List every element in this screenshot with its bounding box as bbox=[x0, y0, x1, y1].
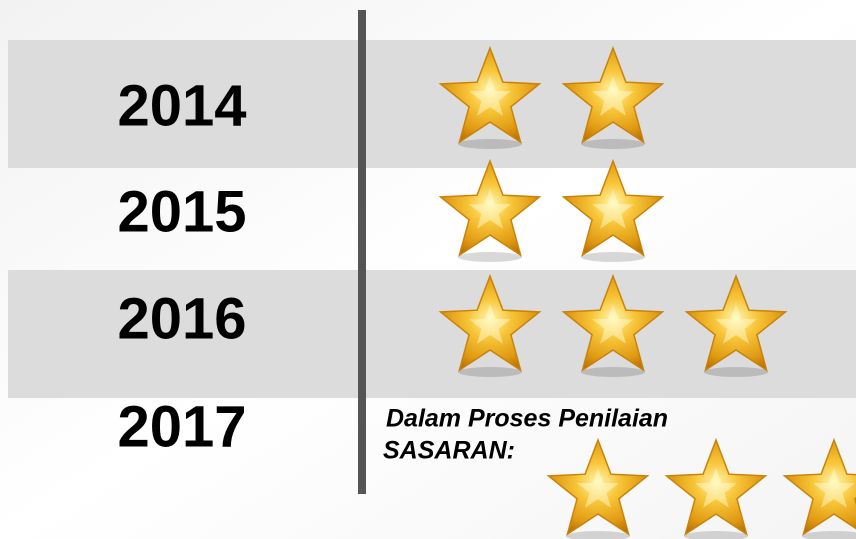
star bbox=[664, 437, 768, 536]
star-shadow bbox=[566, 531, 630, 539]
star bbox=[561, 158, 665, 257]
star-highlight bbox=[469, 189, 511, 229]
star-highlight bbox=[592, 304, 634, 344]
star bbox=[438, 45, 542, 144]
star bbox=[782, 437, 856, 536]
star bbox=[438, 273, 542, 372]
year-label: 2017 bbox=[117, 394, 246, 459]
star-shadow bbox=[581, 139, 645, 149]
star-highlight bbox=[577, 468, 619, 508]
star bbox=[561, 273, 665, 372]
star-highlight bbox=[695, 468, 737, 508]
star-shadow bbox=[704, 367, 768, 377]
year-label: 2015 bbox=[117, 179, 246, 244]
star-highlight bbox=[813, 468, 855, 508]
star-highlight bbox=[592, 76, 634, 116]
star-highlight bbox=[715, 304, 757, 344]
divider bbox=[358, 10, 366, 494]
star-highlight bbox=[592, 189, 634, 229]
star bbox=[684, 273, 788, 372]
row-band bbox=[8, 40, 856, 168]
star-shadow bbox=[684, 531, 748, 539]
star-highlight bbox=[469, 304, 511, 344]
star-shadow bbox=[458, 139, 522, 149]
star bbox=[438, 158, 542, 257]
star-shadow bbox=[581, 252, 645, 262]
status-text: Dalam Proses Penilaian bbox=[386, 405, 668, 433]
star-shadow bbox=[458, 367, 522, 377]
star bbox=[561, 45, 665, 144]
star-shadow bbox=[458, 252, 522, 262]
star-shadow bbox=[581, 367, 645, 377]
star-highlight bbox=[469, 76, 511, 116]
year-label: 2014 bbox=[117, 73, 246, 138]
star bbox=[546, 437, 650, 536]
target-label: SASARAN: bbox=[383, 437, 515, 465]
year-label: 2016 bbox=[117, 286, 246, 351]
star-shadow bbox=[802, 531, 856, 539]
